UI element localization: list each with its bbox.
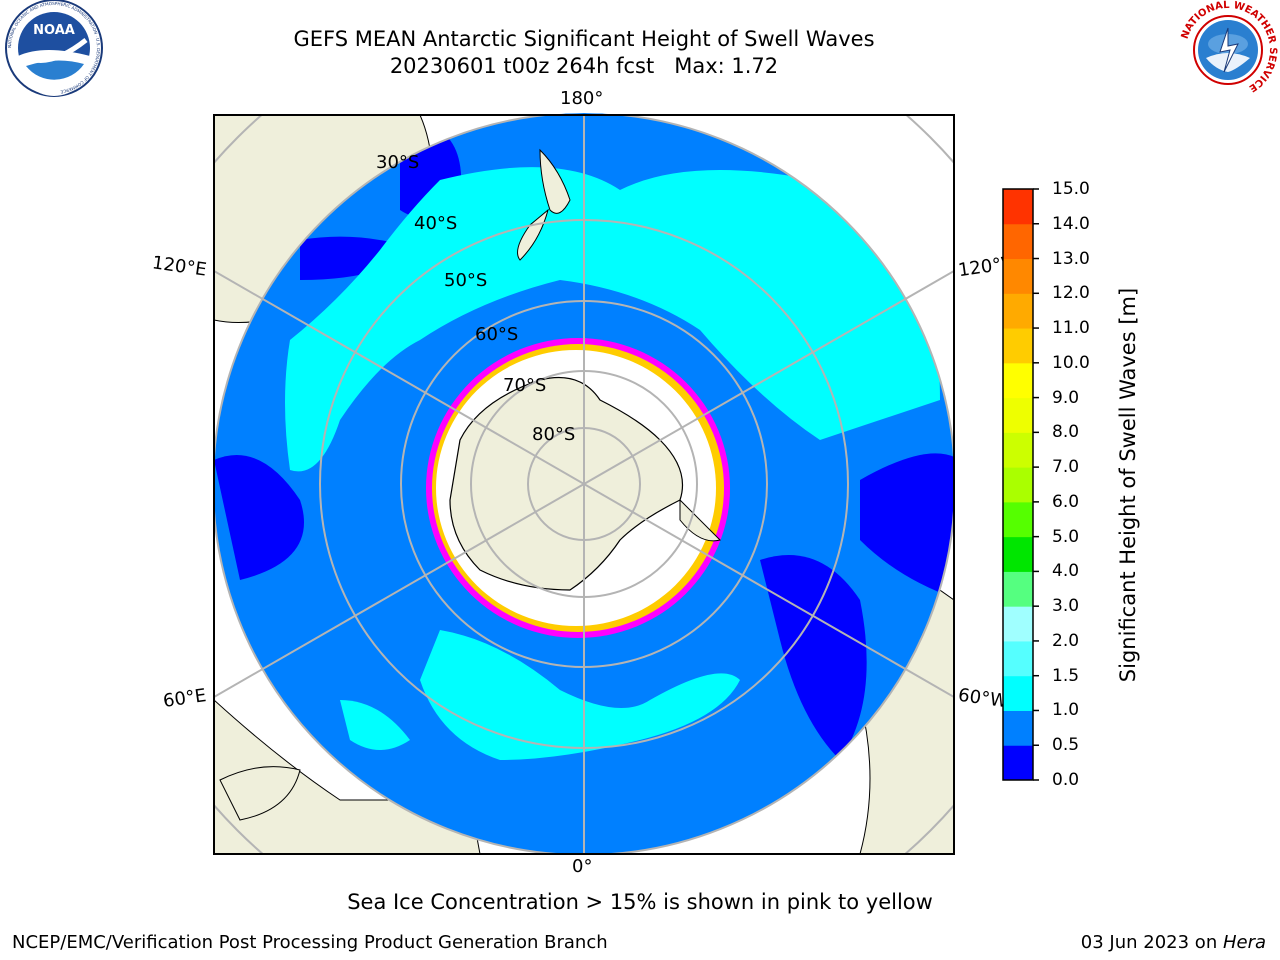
swell-region-1.0-1.5 — [340, 700, 410, 750]
colorbar-segment — [1003, 432, 1033, 468]
colorbar-segment — [1003, 293, 1033, 329]
colorbar-segment — [1003, 501, 1033, 538]
credit-left: NCEP/EMC/Verification Post Processing Pr… — [12, 932, 608, 953]
latitude-label-70s: 70°S — [503, 375, 547, 396]
colorbar-segment — [1003, 397, 1033, 433]
credit-date: 03 Jun 2023 on — [1080, 932, 1223, 953]
colorbar-tick-label: 6.0 — [1052, 491, 1080, 512]
lat-lon-grid — [214, 115, 954, 854]
noaa-logo-text: NOAA — [33, 23, 75, 38]
sea-ice-note: Sea Ice Concentration > 15% is shown in … — [347, 890, 933, 914]
chart-title: GEFS MEAN Antarctic Significant Height o… — [293, 27, 875, 51]
nws-logo-icon: NATIONAL WEATHER SERVICE — [1180, 0, 1278, 98]
colorbar-segment — [1003, 745, 1033, 781]
colorbar-tick-label: 13.0 — [1052, 248, 1090, 269]
colorbar-tick-label: 9.0 — [1052, 387, 1080, 408]
colorbar-label: Significant Height of Swell Waves [m] — [1116, 287, 1140, 683]
colorbar-segment — [1003, 362, 1033, 399]
colorbar-segment — [1003, 467, 1033, 503]
colorbar-tick-label: 7.0 — [1052, 457, 1080, 478]
meridian-label-0: 0° — [572, 856, 593, 877]
colorbar-tick-label: 4.0 — [1052, 561, 1080, 582]
latitude-label-80s: 80°S — [532, 424, 576, 445]
colorbar-tick-label: 1.0 — [1052, 700, 1080, 721]
colorbar-segment — [1003, 536, 1033, 572]
colorbar-tick-label: 15.0 — [1052, 179, 1090, 199]
colorbar-tick-label: 14.0 — [1052, 213, 1090, 234]
swell-region-0-0.5 — [860, 453, 955, 600]
colorbar-tick-label: 10.0 — [1052, 352, 1090, 373]
colorbar-segment — [1003, 640, 1033, 677]
map-frame — [213, 114, 955, 855]
colorbar-segment — [1003, 328, 1033, 364]
colorbar-tick-label: 3.0 — [1052, 596, 1080, 617]
swell-region-0-0.5 — [760, 555, 867, 760]
colorbar-frame — [1002, 188, 1034, 781]
latitude-label-60s: 60°S — [475, 324, 519, 345]
latitude-label-40s: 40°S — [414, 213, 458, 234]
colorbar-tick-label: 5.0 — [1052, 526, 1080, 547]
swell-region-1.0-1.5 — [285, 167, 940, 472]
credit-host: Hera — [1222, 932, 1266, 953]
colorbar-tick-label: 8.0 — [1052, 422, 1080, 443]
colorbar-segment — [1003, 606, 1033, 642]
chart-subtitle: 20230601 t00z 264h fcst Max: 1.72 — [389, 54, 779, 78]
land-new-zealand — [539, 148, 571, 214]
colorbar-tick-label: 0.5 — [1052, 735, 1080, 756]
meridian-label-180: 180° — [560, 88, 604, 109]
latitude-label-50s: 50°S — [444, 270, 488, 291]
swell-region-0-0.5 — [214, 455, 304, 580]
noaa-logo-icon: NOAA NATIONAL OCEANIC AND ATMOSPHERIC AD… — [5, 0, 103, 97]
latitude-label-30s: 30°S — [376, 152, 420, 173]
credit-right: 03 Jun 2023 on Hera — [1081, 932, 1266, 953]
colorbar-tick-label: 0.0 — [1052, 770, 1080, 790]
colorbar-segment — [1003, 675, 1033, 711]
colorbar-tick-label: 1.5 — [1052, 665, 1080, 686]
colorbar-tick-label: 2.0 — [1052, 630, 1080, 651]
land-madagascar — [219, 766, 301, 821]
swell-region-1.0-1.5 — [420, 630, 740, 760]
colorbar-segment — [1003, 223, 1033, 260]
colorbar-tick-label: 12.0 — [1052, 283, 1090, 304]
colorbar-segment — [1003, 189, 1033, 225]
colorbar-segment — [1003, 710, 1033, 746]
colorbar-segment — [1003, 571, 1033, 607]
colorbar-segment — [1003, 258, 1033, 294]
colorbar-tick-label: 11.0 — [1052, 318, 1090, 339]
